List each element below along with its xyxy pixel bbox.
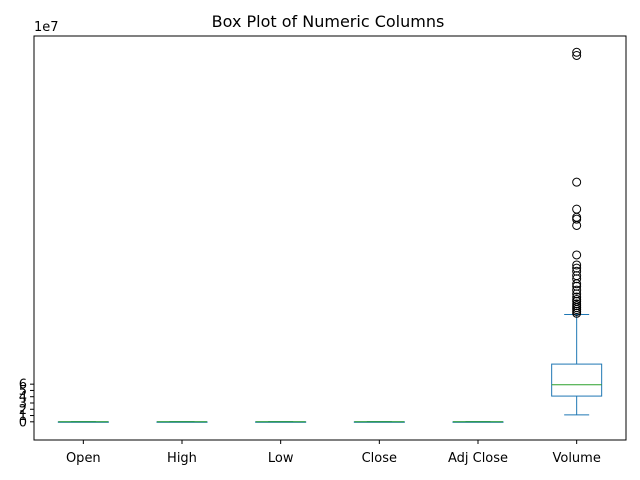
outlier-point [572,279,582,289]
y-tick-label: 2 [19,403,27,418]
outlier-point [572,260,582,270]
x-tick-label: Low [268,451,294,466]
y-tick-label: 1 [19,409,27,424]
x-tick-label: Volume [552,451,600,466]
outlier-point [572,285,582,295]
outlier-point [572,214,582,224]
y-tick-label: 5 [19,384,27,399]
outlier-point [572,250,582,260]
y-axis-offset-text: 1e7 [34,20,59,35]
y-tick-label: 3 [19,396,27,411]
plot-frame [33,35,627,441]
outlier-point [572,220,582,230]
x-tick-label: Open [66,451,101,466]
outlier-point [572,50,582,60]
outlier-point [572,177,582,187]
x-tick-label: Close [362,451,397,466]
outlier-point [572,204,582,214]
box-iqr [551,363,603,397]
y-tick-label: 4 [19,390,27,405]
x-tick-label: High [167,451,197,466]
y-tick-label: 6 [19,378,27,393]
outlier-point [572,292,582,302]
outlier-point [572,47,582,57]
x-tick-label: Adj Close [448,451,508,466]
outlier-point [572,308,582,318]
chart-title: Box Plot of Numeric Columns [212,12,445,31]
y-tick-label: 0 [19,415,27,430]
outlier-point [572,212,582,222]
